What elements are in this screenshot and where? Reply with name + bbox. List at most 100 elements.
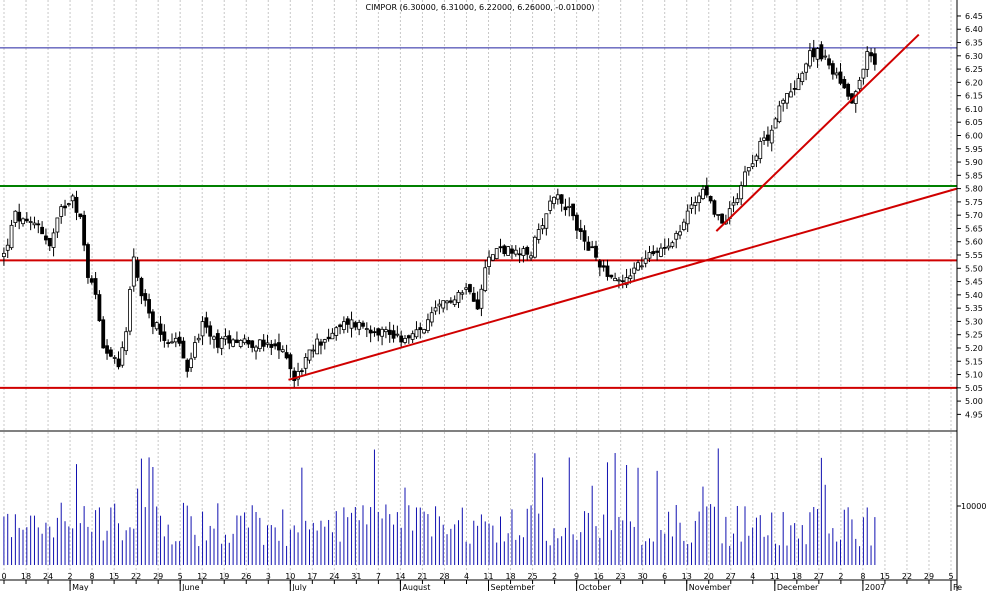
candle-body bbox=[269, 343, 274, 348]
price-tick-label: 5.15 bbox=[965, 357, 983, 366]
candle-body bbox=[674, 232, 679, 240]
candle-body bbox=[624, 277, 629, 286]
candle-body bbox=[647, 252, 652, 259]
candle-body bbox=[414, 329, 419, 338]
candle-body bbox=[288, 354, 293, 370]
candle-body bbox=[101, 319, 106, 349]
candle-body bbox=[544, 213, 549, 229]
candle-body bbox=[204, 317, 209, 328]
candle-body bbox=[659, 247, 663, 257]
price-tick-label: 5.05 bbox=[965, 384, 983, 393]
candle-body bbox=[334, 327, 339, 336]
month-label: August bbox=[402, 583, 430, 591]
candle-body bbox=[452, 299, 457, 305]
candle-body bbox=[265, 342, 270, 345]
date-tick-label: 10 bbox=[285, 572, 295, 581]
candle-body bbox=[815, 48, 820, 60]
date-tick-label: 14 bbox=[395, 572, 405, 581]
date-tick-label: 7 bbox=[376, 572, 381, 581]
date-tick-label: 4 bbox=[464, 572, 469, 581]
price-tick-label: 5.65 bbox=[965, 224, 983, 233]
candle-body bbox=[292, 370, 297, 381]
volume-axis: 10000 bbox=[957, 502, 986, 511]
date-tick-label: 11 bbox=[483, 572, 493, 581]
candle-body bbox=[785, 93, 789, 104]
trend-lines bbox=[288, 33, 958, 381]
candle-body bbox=[532, 236, 537, 258]
candle-body bbox=[24, 218, 29, 222]
candle-body bbox=[124, 331, 129, 352]
candle-body bbox=[235, 339, 239, 344]
date-tick-label: 3 bbox=[266, 572, 271, 581]
candle-body bbox=[173, 337, 178, 343]
date-tick-label: 17 bbox=[307, 572, 317, 581]
candle-body bbox=[869, 52, 873, 57]
candle-body bbox=[261, 339, 266, 347]
price-tick-label: 6.00 bbox=[965, 131, 983, 140]
candle-body bbox=[418, 327, 423, 330]
candle-body bbox=[662, 247, 667, 249]
candle-body bbox=[380, 328, 384, 337]
candle-body bbox=[376, 328, 381, 336]
candle-body bbox=[525, 246, 530, 255]
date-tick-label: 29 bbox=[924, 572, 934, 581]
candle-body bbox=[82, 214, 87, 246]
candle-body bbox=[116, 358, 121, 368]
candle-body bbox=[303, 357, 308, 369]
candle-body bbox=[143, 293, 148, 301]
candle-body bbox=[441, 300, 446, 309]
candle-body bbox=[403, 338, 407, 343]
candle-body bbox=[464, 287, 469, 290]
date-tick-label: 24 bbox=[329, 572, 339, 581]
candle-body bbox=[827, 58, 831, 66]
date-tick-label: 16 bbox=[594, 572, 604, 581]
candle-body bbox=[215, 333, 220, 348]
candle-body bbox=[166, 342, 171, 344]
price-tick-label: 5.70 bbox=[965, 211, 983, 220]
candle-body bbox=[273, 343, 278, 347]
candle-body bbox=[739, 185, 744, 200]
candlestick-series bbox=[2, 39, 877, 388]
candle-body bbox=[368, 329, 373, 334]
candle-body bbox=[128, 289, 132, 332]
candle-body bbox=[422, 329, 427, 334]
candle-body bbox=[17, 211, 22, 222]
candle-body bbox=[2, 252, 6, 257]
date-tick-label: 8 bbox=[860, 572, 865, 581]
candle-body bbox=[66, 203, 71, 206]
candle-body bbox=[189, 358, 193, 368]
candle-body bbox=[582, 230, 587, 242]
candle-body bbox=[338, 324, 342, 328]
candle-body bbox=[63, 205, 67, 209]
candle-body bbox=[384, 329, 388, 333]
candle-body bbox=[410, 333, 415, 340]
price-tick-label: 5.95 bbox=[965, 145, 983, 154]
candle-body bbox=[548, 200, 553, 211]
price-tick-label: 5.50 bbox=[965, 264, 983, 273]
date-tick-label: 28 bbox=[439, 572, 449, 581]
candle-body bbox=[78, 213, 83, 218]
candle-body bbox=[426, 319, 430, 331]
date-tick-label: 26 bbox=[241, 572, 251, 581]
candle-body bbox=[586, 241, 591, 251]
candle-body bbox=[529, 255, 533, 259]
date-tick-label: 20 bbox=[704, 572, 714, 581]
candle-body bbox=[808, 50, 812, 67]
candle-body bbox=[429, 312, 434, 323]
candle-body bbox=[105, 345, 109, 354]
candle-body bbox=[456, 291, 461, 303]
candle-body bbox=[567, 205, 572, 208]
candle-body bbox=[628, 275, 633, 279]
candle-body bbox=[506, 246, 511, 256]
candle-body bbox=[513, 249, 518, 255]
date-tick-label: 15 bbox=[109, 572, 119, 581]
date-tick-label: 15 bbox=[880, 572, 890, 581]
candle-body bbox=[212, 336, 216, 340]
candle-body bbox=[766, 134, 770, 141]
candle-body bbox=[872, 53, 877, 65]
candle-body bbox=[448, 300, 453, 303]
candle-body bbox=[601, 265, 606, 268]
candle-body bbox=[781, 99, 786, 104]
date-tick-label: 9 bbox=[574, 572, 579, 581]
candle-body bbox=[655, 250, 660, 253]
